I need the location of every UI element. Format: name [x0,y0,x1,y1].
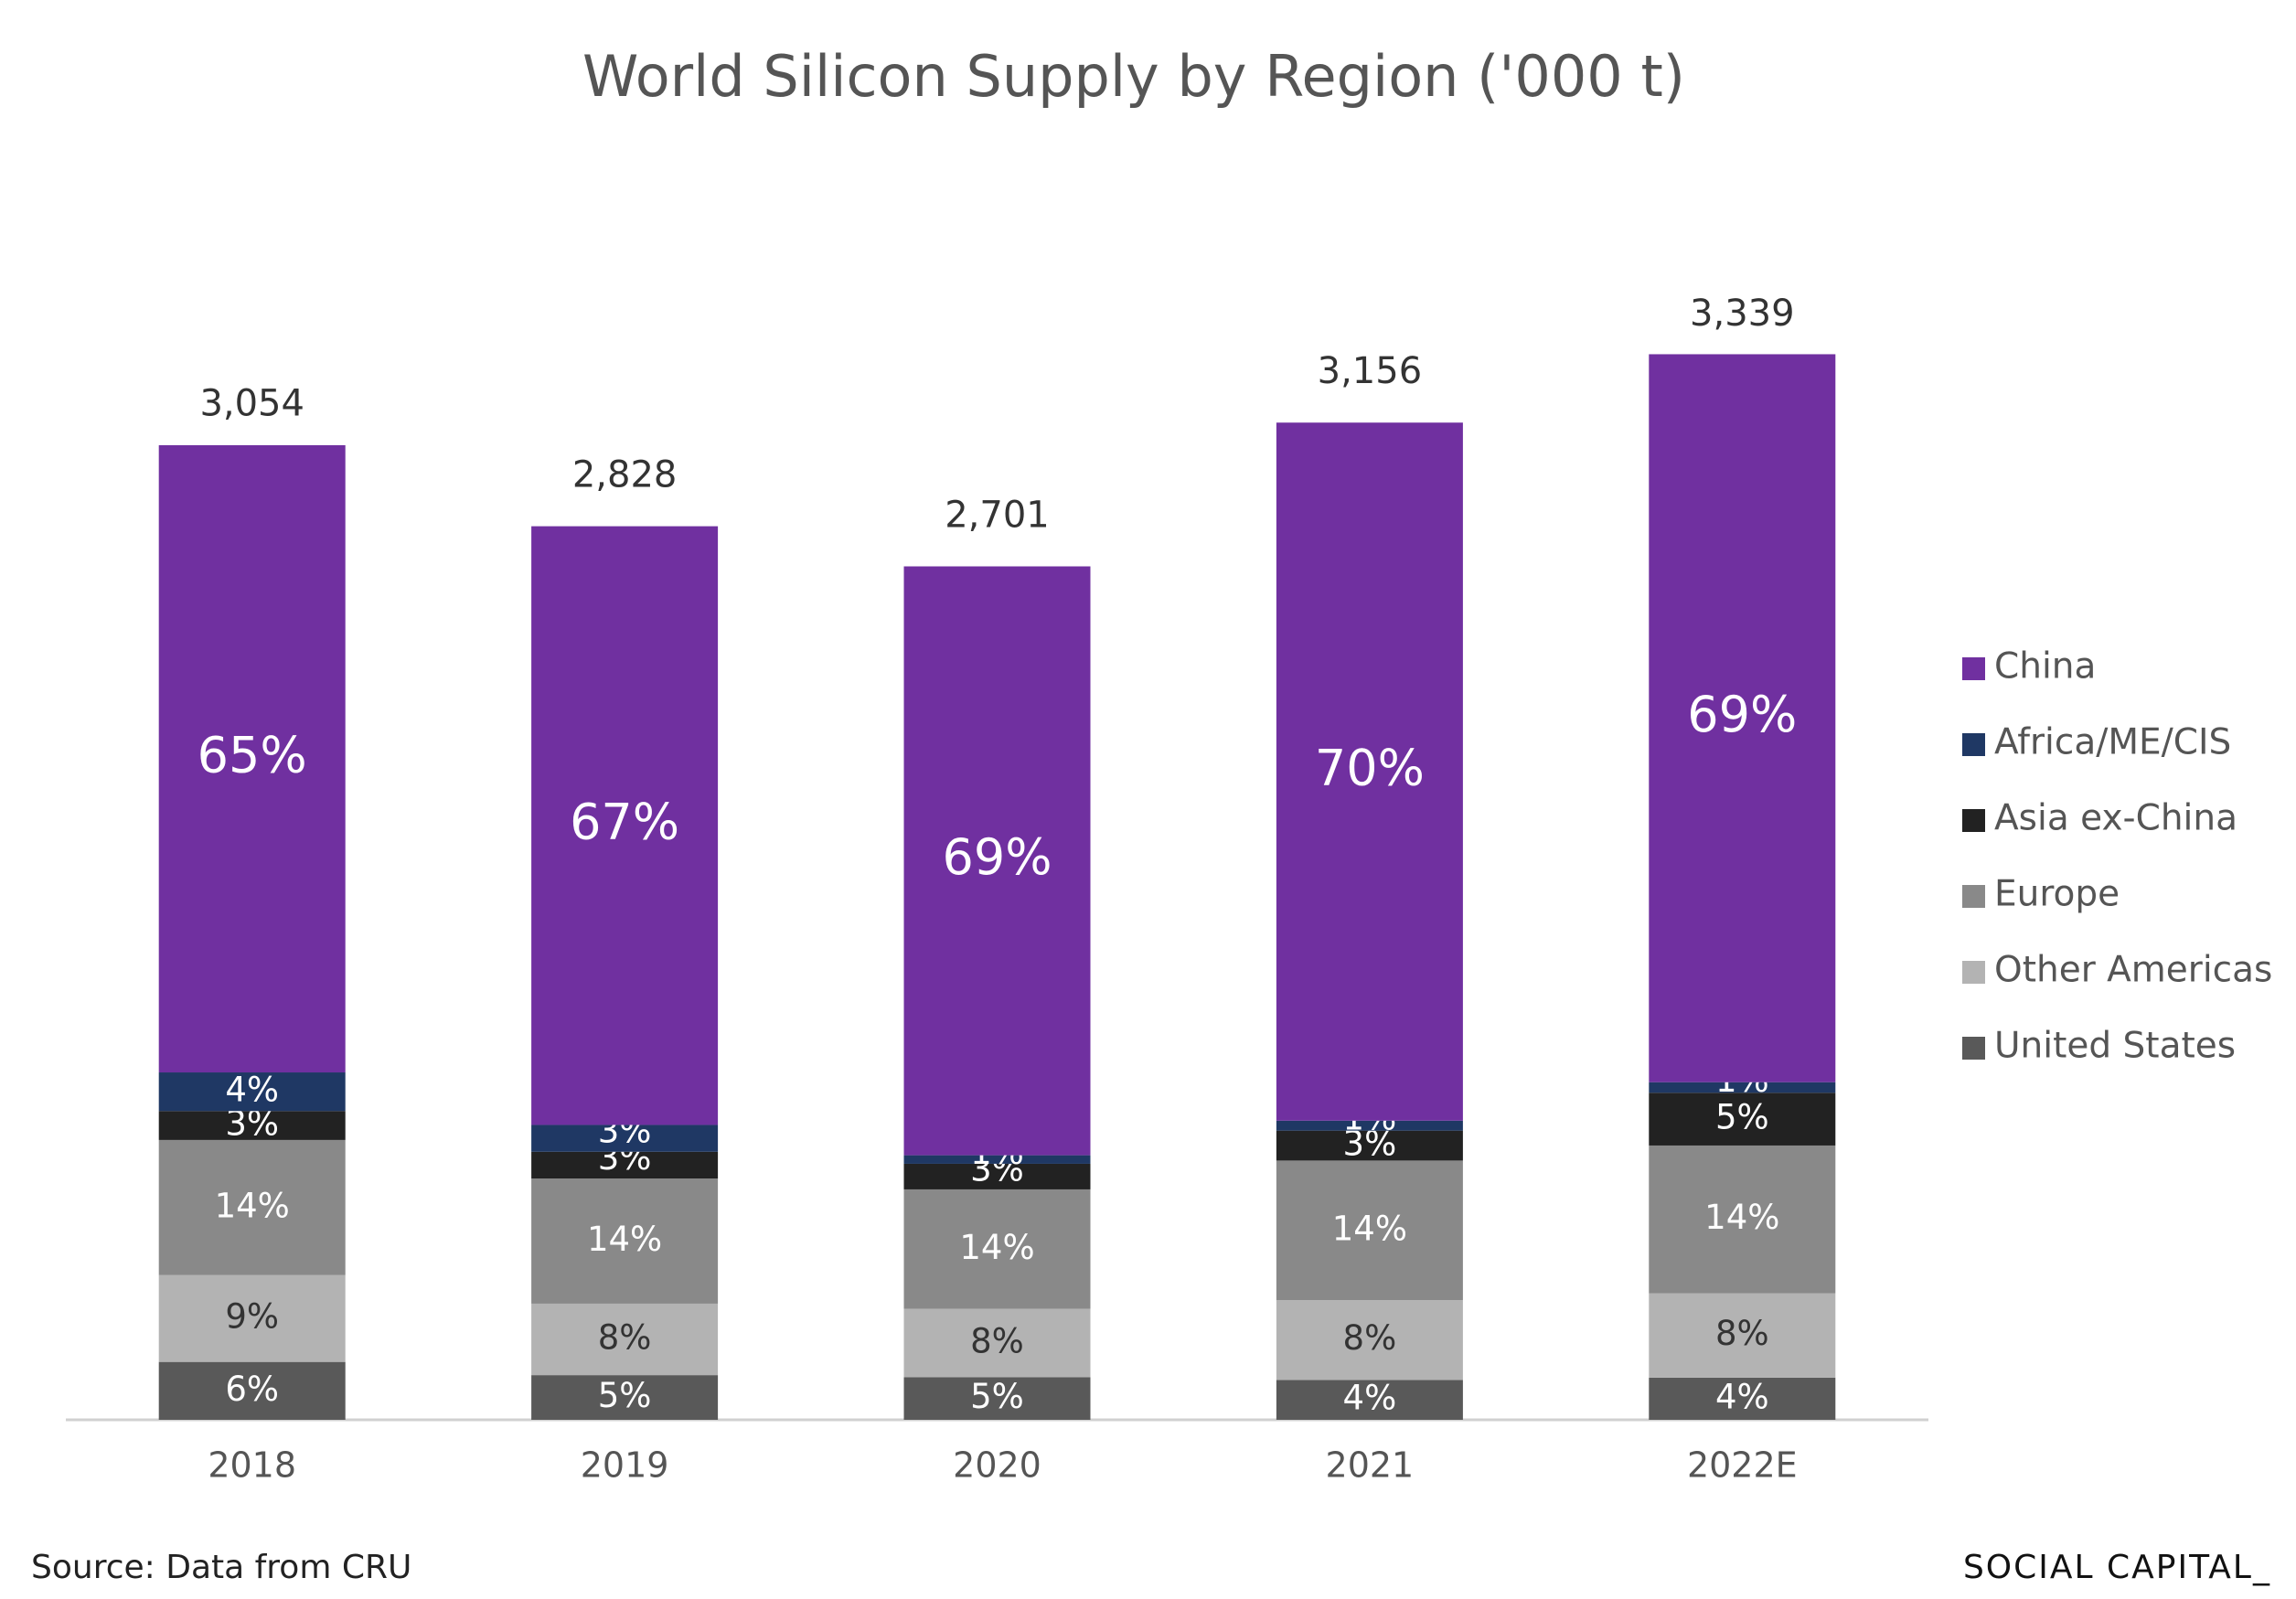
total-label: 3,156 [1318,350,1423,392]
legend-swatch [1962,733,1985,756]
bar-segment [1649,1082,1836,1093]
bar-segment [1276,1160,1463,1301]
data-label: 5% [1715,1098,1769,1137]
data-label: 5% [970,1377,1024,1416]
bar-segment [1649,1093,1836,1146]
legend-swatch [1962,657,1985,680]
legend-label: Africa/ME/CIS [1994,722,2231,763]
bar-segment [1649,1293,1836,1378]
brand: SOCIAL CAPITAL_ [1963,1549,2271,1586]
source-note: Source: Data from CRU [31,1549,411,1586]
bar-segment [158,444,346,1073]
data-label: 14% [587,1220,662,1259]
x-tick-label: 2022E [1687,1445,1798,1486]
bar-segment [531,1125,719,1152]
bar-segment [903,1155,1091,1164]
total-label: 3,054 [199,382,304,424]
bar-segment [1649,1145,1836,1294]
data-label: 14% [1704,1198,1779,1237]
x-tick-label: 2019 [581,1445,669,1486]
bar-segment [158,1111,346,1140]
bar-segment [1276,1300,1463,1380]
data-label: 4% [1715,1377,1769,1416]
legend-label: Asia ex-China [1994,798,2237,839]
legend-label: Europe [1994,874,2120,915]
bar-segment [903,1163,1091,1189]
bar-segment [531,1178,719,1304]
bar-segment [903,1189,1091,1309]
data-label: 14% [1332,1209,1407,1248]
data-label: 4% [225,1071,279,1110]
bar-segment [158,1139,346,1275]
bar-segment [1649,1377,1836,1420]
bar-segment [531,1303,719,1376]
legend-label: China [1994,646,2096,688]
bar-segment [531,526,719,1125]
bar-segment [158,1072,346,1112]
x-tick-label: 2020 [953,1445,1041,1486]
legend-swatch [1962,885,1985,908]
x-tick-label: 2021 [1326,1445,1415,1486]
data-label: 5% [598,1376,652,1415]
bar-segment [158,1274,346,1362]
total-label: 2,701 [945,495,1050,537]
legend-swatch [1962,1037,1985,1060]
legend-swatch [1962,809,1985,832]
bar-segment [531,1375,719,1420]
data-label: 4% [1343,1379,1397,1418]
bar-segment [1649,354,1836,1082]
data-label: 8% [970,1321,1024,1360]
data-label: 69% [942,828,1052,886]
bar-segment [903,1377,1091,1420]
data-label: 65% [198,727,307,784]
data-label: 14% [959,1228,1034,1267]
data-label: 3% [1343,1125,1397,1164]
total-label: 3,339 [1690,293,1795,335]
data-label: 8% [598,1318,652,1358]
data-label: 9% [225,1297,279,1337]
legend-label: United States [1994,1026,2236,1067]
data-label: 14% [215,1186,290,1225]
legend-swatch [1962,961,1985,984]
total-label: 2,828 [572,454,678,496]
data-label: 69% [1687,686,1797,743]
x-tick-label: 2018 [208,1445,296,1486]
chart-title: World Silicon Supply by Region ('000 t) [582,43,1685,110]
data-label: 8% [1715,1314,1769,1353]
bar-segment [903,1308,1091,1378]
bar-segment [1276,1120,1463,1131]
data-label: 8% [1343,1318,1397,1358]
bar-segment [1276,1380,1463,1420]
data-label: 6% [225,1370,279,1409]
bar-segment [1276,422,1463,1121]
bar-segment [531,1151,719,1179]
bar-segment [903,566,1091,1156]
data-label: 70% [1315,740,1425,797]
bar-segment [1276,1130,1463,1161]
legend-label: Other Americas [1994,950,2272,991]
bar-segment [158,1361,346,1420]
data-label: 67% [570,794,679,851]
